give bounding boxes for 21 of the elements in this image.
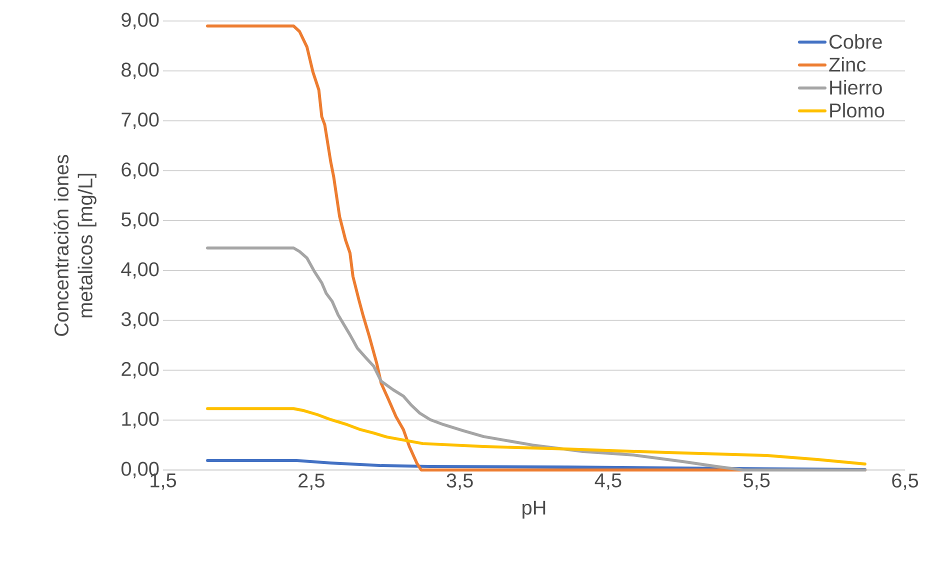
y-tick-label: 4,00 (121, 262, 159, 279)
x-tick-label: 4,5 (594, 474, 622, 490)
y-tick-label: 3,00 (121, 312, 159, 329)
y-tick-label: 1,00 (122, 412, 159, 428)
legend-label: Hierro (830, 80, 882, 95)
y-axis-title: Concentración iones metalicos [mg/L] (54, 154, 96, 336)
line-series (206, 407, 866, 466)
x-tick-label: 5,5 (744, 474, 770, 490)
x-tick-label: 3,5 (446, 474, 473, 490)
y-tick-label: 5,00 (121, 212, 159, 229)
legend-label: Cobre (830, 34, 882, 49)
y-tick-label: 7,00 (122, 112, 159, 130)
legend-label: Zinc (829, 57, 866, 72)
x-tick-label: 2,5 (298, 474, 324, 490)
y-tick-label: 2,00 (122, 362, 159, 378)
legend-label: Plomo (830, 102, 884, 118)
y-tick-label: 6,00 (122, 162, 159, 179)
y-tick-label: 9,00 (122, 12, 159, 30)
x-tick-label: 6,5 (892, 474, 918, 490)
y-tick-label: 8,00 (122, 62, 159, 80)
x-axis-title: pH (522, 500, 546, 519)
